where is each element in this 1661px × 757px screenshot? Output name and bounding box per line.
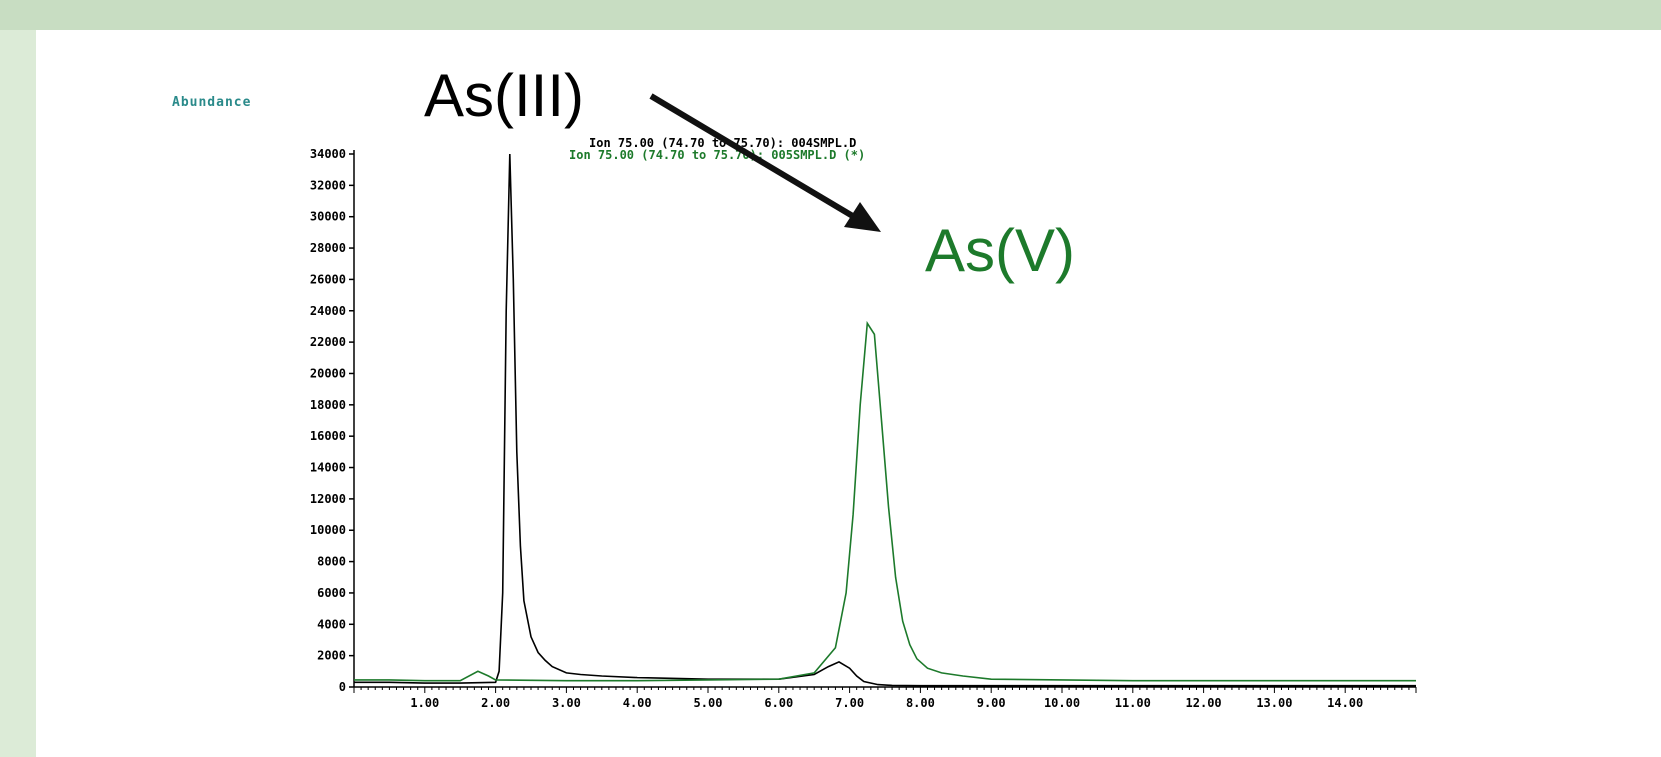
y-tick-label: 32000 bbox=[310, 178, 346, 192]
y-tick-label: 18000 bbox=[310, 398, 346, 412]
x-tick-label: 11.00 bbox=[1115, 696, 1151, 710]
chart-panel: 0 2000 4000 6000 8000 10000 12000 14000 16000 180… bbox=[36, 30, 1661, 757]
y-tick-label: 28000 bbox=[310, 241, 346, 255]
x-tick-label: 6.00 bbox=[764, 696, 793, 710]
x-tick-label: 7.00 bbox=[835, 696, 864, 710]
y-tick-label: 4000 bbox=[317, 617, 346, 631]
legend-entry-005smpl: Ion 75.00 (74.70 to 75.70): 005SMPL.D (*… bbox=[569, 148, 865, 162]
x-tick-label: 8.00 bbox=[906, 696, 935, 710]
annotation-as-iii: As(III) bbox=[424, 62, 584, 129]
legend-entry-004smpl: Ion 75.00 (74.70 to 75.70): 004SMPL.D bbox=[589, 136, 856, 150]
y-tick-label: 6000 bbox=[317, 586, 346, 600]
x-tick-label: 13.00 bbox=[1256, 696, 1292, 710]
top-band bbox=[0, 0, 1661, 30]
y-tick-label: 12000 bbox=[310, 492, 346, 506]
y-tick-label: 8000 bbox=[317, 555, 346, 569]
y-axis-label: Abundance bbox=[172, 95, 251, 110]
x-tick-label: 2.00 bbox=[481, 696, 510, 710]
y-tick-label: 34000 bbox=[310, 147, 346, 161]
annotation-as-v: As(V) bbox=[925, 217, 1075, 284]
y-tick-label: 2000 bbox=[317, 649, 346, 663]
y-tick-label: 14000 bbox=[310, 461, 346, 475]
series-line-004smpl bbox=[354, 153, 1416, 687]
x-tick-label: 12.00 bbox=[1186, 696, 1222, 710]
y-tick-label: 24000 bbox=[310, 304, 346, 318]
x-tick-label: 3.00 bbox=[552, 696, 581, 710]
x-axis: 1.00 2.00 3.00 4.00 5.00 6.00 7.00 8.00 9.00 10.0… bbox=[353, 686, 1417, 710]
y-tick-label: 30000 bbox=[310, 210, 346, 224]
y-tick-label: 16000 bbox=[310, 429, 346, 443]
x-tick-label: 5.00 bbox=[694, 696, 723, 710]
y-tick-label: 0 bbox=[339, 680, 346, 694]
y-tick-label: 10000 bbox=[310, 523, 346, 537]
y-axis: 0 2000 4000 6000 8000 10000 12000 14000 16000 180… bbox=[310, 147, 355, 694]
series-layer bbox=[354, 153, 1416, 687]
x-tick-label: 10.00 bbox=[1044, 696, 1080, 710]
x-tick-label: 4.00 bbox=[623, 696, 652, 710]
x-tick-label: 9.00 bbox=[977, 696, 1006, 710]
arrow-as-iii-to-as-v bbox=[649, 93, 881, 232]
x-tick-label: 14.00 bbox=[1327, 696, 1363, 710]
series-line-005smpl bbox=[354, 320, 1416, 682]
y-tick-label: 26000 bbox=[310, 272, 346, 286]
chromatogram-chart: 0 2000 4000 6000 8000 10000 12000 14000 16000 180… bbox=[172, 62, 1417, 710]
y-tick-label: 22000 bbox=[310, 335, 346, 349]
x-tick-label: 1.00 bbox=[410, 696, 439, 710]
y-tick-label: 20000 bbox=[310, 366, 346, 380]
